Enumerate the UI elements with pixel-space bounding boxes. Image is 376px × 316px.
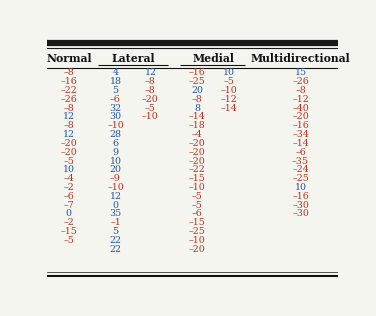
Text: –20: –20 bbox=[189, 156, 205, 166]
Text: 0: 0 bbox=[112, 201, 118, 210]
Text: –16: –16 bbox=[292, 192, 309, 201]
Text: 22: 22 bbox=[109, 245, 121, 254]
Text: –8: –8 bbox=[145, 86, 156, 95]
Text: –12: –12 bbox=[292, 95, 309, 104]
Text: –30: –30 bbox=[292, 201, 309, 210]
Text: 6: 6 bbox=[112, 139, 118, 148]
Text: –8: –8 bbox=[145, 77, 156, 86]
Text: 32: 32 bbox=[109, 104, 121, 113]
Text: 4: 4 bbox=[112, 69, 118, 77]
Text: –20: –20 bbox=[189, 139, 205, 148]
Text: –6: –6 bbox=[192, 210, 203, 218]
Text: –14: –14 bbox=[189, 112, 205, 121]
Text: –20: –20 bbox=[292, 112, 309, 121]
Text: Normal: Normal bbox=[46, 53, 92, 64]
Text: –14: –14 bbox=[292, 139, 309, 148]
Text: –26: –26 bbox=[292, 77, 309, 86]
Text: –25: –25 bbox=[189, 77, 206, 86]
Text: 12: 12 bbox=[63, 130, 75, 139]
Text: –25: –25 bbox=[189, 227, 206, 236]
Text: –15: –15 bbox=[61, 227, 77, 236]
Text: –24: –24 bbox=[292, 165, 309, 174]
Text: 9: 9 bbox=[112, 148, 118, 157]
Text: 28: 28 bbox=[109, 130, 121, 139]
Text: –5: –5 bbox=[224, 77, 235, 86]
Text: 30: 30 bbox=[109, 112, 121, 121]
Text: –2: –2 bbox=[64, 218, 74, 227]
Text: –10: –10 bbox=[142, 112, 159, 121]
Text: –5: –5 bbox=[64, 156, 74, 166]
Text: Multidirectional: Multidirectional bbox=[251, 53, 350, 64]
Text: –6: –6 bbox=[295, 148, 306, 157]
Text: 12: 12 bbox=[144, 69, 156, 77]
Text: –8: –8 bbox=[64, 121, 74, 130]
Text: –18: –18 bbox=[189, 121, 205, 130]
Text: 15: 15 bbox=[294, 69, 306, 77]
Text: –1: –1 bbox=[110, 218, 121, 227]
Text: –9: –9 bbox=[110, 174, 121, 183]
Text: 20: 20 bbox=[109, 165, 121, 174]
Text: –25: –25 bbox=[292, 174, 309, 183]
Text: 10: 10 bbox=[294, 183, 306, 192]
Text: –10: –10 bbox=[107, 121, 124, 130]
Text: –26: –26 bbox=[61, 95, 77, 104]
Text: –8: –8 bbox=[64, 104, 74, 113]
Text: –5: –5 bbox=[145, 104, 156, 113]
Text: 20: 20 bbox=[191, 86, 203, 95]
Text: –40: –40 bbox=[292, 104, 309, 113]
Text: 10: 10 bbox=[223, 69, 235, 77]
Text: –30: –30 bbox=[292, 210, 309, 218]
Text: 0: 0 bbox=[66, 210, 72, 218]
Text: –6: –6 bbox=[64, 192, 74, 201]
Text: –15: –15 bbox=[189, 218, 206, 227]
Text: –20: –20 bbox=[189, 148, 205, 157]
Text: 10: 10 bbox=[109, 156, 121, 166]
Text: –7: –7 bbox=[64, 201, 74, 210]
Text: 12: 12 bbox=[109, 192, 121, 201]
Text: 5: 5 bbox=[112, 86, 118, 95]
Text: –4: –4 bbox=[192, 130, 202, 139]
Text: –5: –5 bbox=[192, 192, 203, 201]
Text: –5: –5 bbox=[64, 236, 74, 245]
Text: –20: –20 bbox=[189, 245, 205, 254]
Text: –10: –10 bbox=[189, 183, 205, 192]
Text: –12: –12 bbox=[221, 95, 238, 104]
Text: –16: –16 bbox=[189, 69, 206, 77]
Text: –20: –20 bbox=[142, 95, 159, 104]
Text: 18: 18 bbox=[109, 77, 121, 86]
Text: 8: 8 bbox=[194, 104, 200, 113]
Text: 22: 22 bbox=[109, 236, 121, 245]
Text: 12: 12 bbox=[63, 112, 75, 121]
Text: –8: –8 bbox=[192, 95, 202, 104]
Text: –10: –10 bbox=[107, 183, 124, 192]
Text: –2: –2 bbox=[64, 183, 74, 192]
Text: –35: –35 bbox=[292, 156, 309, 166]
Text: –34: –34 bbox=[292, 130, 309, 139]
Text: –8: –8 bbox=[64, 69, 74, 77]
Text: 5: 5 bbox=[112, 227, 118, 236]
Text: –4: –4 bbox=[64, 174, 74, 183]
Text: 35: 35 bbox=[109, 210, 121, 218]
Text: –16: –16 bbox=[61, 77, 77, 86]
Text: –22: –22 bbox=[189, 165, 205, 174]
Text: Medial: Medial bbox=[192, 53, 234, 64]
Text: –10: –10 bbox=[189, 236, 205, 245]
Text: –14: –14 bbox=[221, 104, 238, 113]
Text: –20: –20 bbox=[61, 139, 77, 148]
Text: –20: –20 bbox=[61, 148, 77, 157]
Text: Lateral: Lateral bbox=[111, 53, 155, 64]
Text: 10: 10 bbox=[63, 165, 75, 174]
Text: –6: –6 bbox=[110, 95, 121, 104]
Text: –10: –10 bbox=[221, 86, 238, 95]
Text: –8: –8 bbox=[295, 86, 306, 95]
Text: –5: –5 bbox=[192, 201, 203, 210]
Text: –16: –16 bbox=[292, 121, 309, 130]
Text: –22: –22 bbox=[61, 86, 77, 95]
Text: –15: –15 bbox=[189, 174, 206, 183]
